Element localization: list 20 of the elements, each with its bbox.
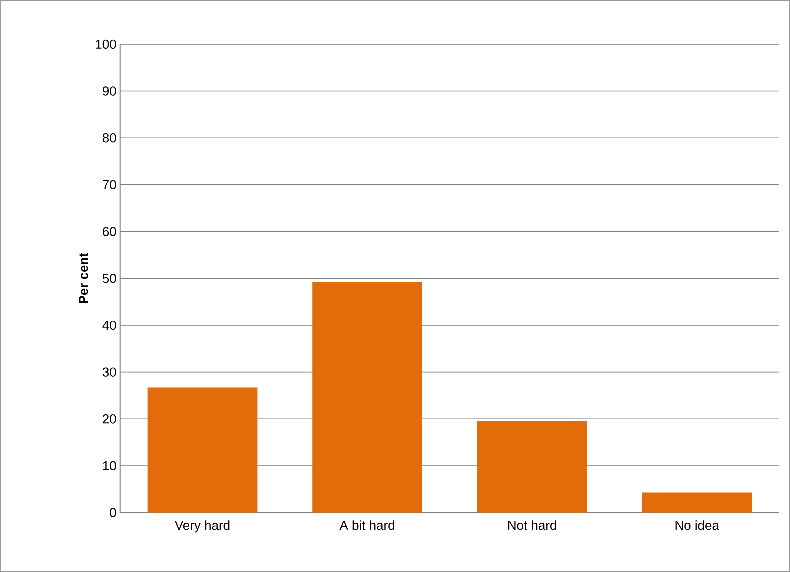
y-tick-label: 40 bbox=[102, 320, 116, 330]
y-tick-label: 70 bbox=[103, 180, 116, 190]
y-tick-label: 60 bbox=[103, 227, 116, 236]
y-tick-label: 0 bbox=[110, 508, 116, 518]
x-tick-label: Not hard bbox=[508, 520, 556, 530]
bar bbox=[642, 492, 752, 513]
bar bbox=[312, 282, 422, 513]
bar bbox=[477, 421, 588, 513]
x-tick-label: No idea bbox=[676, 520, 720, 530]
y-axis-title: Per cent bbox=[79, 253, 88, 304]
y-tick-label: 80 bbox=[102, 133, 116, 143]
x-tick-label: Very hard bbox=[175, 520, 230, 533]
x-tick-label: A bit hard bbox=[340, 520, 394, 530]
y-tick-label: 10 bbox=[103, 461, 116, 470]
y-tick-label: 30 bbox=[102, 368, 116, 377]
y-tick-label: 50 bbox=[102, 274, 116, 284]
y-tick-label: 100 bbox=[96, 40, 116, 49]
y-tick-label: 20 bbox=[103, 414, 116, 424]
bar bbox=[148, 388, 258, 513]
y-tick-label: 90 bbox=[102, 86, 116, 96]
